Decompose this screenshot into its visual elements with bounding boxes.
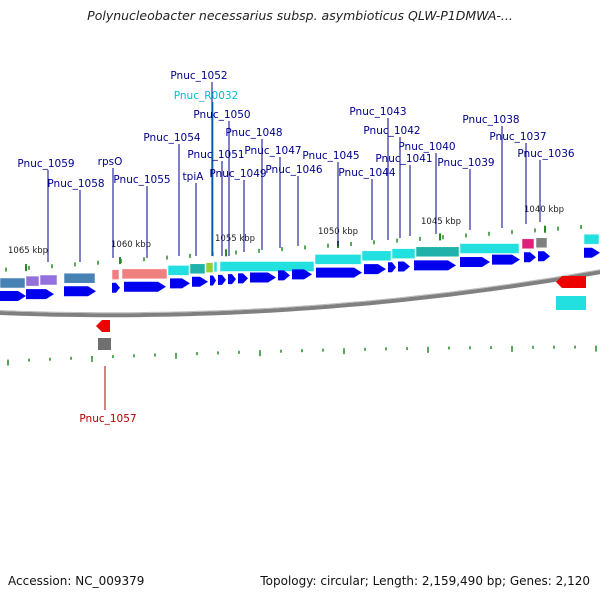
cog-bar	[111, 269, 120, 280]
forward-gene-arrow	[524, 252, 536, 263]
forward-gene-arrow	[112, 282, 120, 293]
reverse-cog-bar	[556, 296, 586, 310]
forward-gene-arrow	[292, 269, 312, 280]
forward-gene-arrow	[388, 262, 396, 273]
forward-gene-arrow	[238, 273, 248, 284]
topology-text: Topology: circular; Length: 2,159,490 bp…	[260, 574, 590, 588]
gene-label: Pnuc_1054	[143, 132, 201, 144]
forward-gene-arrow	[414, 260, 456, 271]
forward-gene-arrow	[218, 274, 226, 285]
gene-label: Pnuc_1042	[363, 125, 420, 137]
backbone-arc	[0, 270, 600, 318]
kbp-label: 1055 kbp	[215, 234, 255, 244]
reverse-cog-bar	[98, 338, 111, 350]
cog-bar	[0, 277, 26, 289]
gene-label: Pnuc_1041	[375, 153, 432, 165]
gene-label: Pnuc_1046	[265, 164, 323, 176]
cog-bar	[63, 272, 96, 284]
reverse-gene-arrow	[556, 276, 586, 288]
backbone-layer	[0, 269, 600, 318]
cog-layer	[0, 233, 600, 350]
map-title: Polynucleobacter necessarius subsp. asym…	[87, 8, 513, 23]
gene-label: Pnuc_1037	[489, 131, 546, 143]
forward-gene-arrow	[0, 291, 26, 301]
gene-label: Pnuc_R0032	[174, 90, 239, 102]
cog-bar	[391, 248, 416, 259]
gene-label: Pnuc_1051	[187, 149, 244, 161]
gene-label: rpsO	[98, 156, 123, 168]
gene-label: tpiA	[183, 171, 205, 183]
gene-label: Pnuc_1047	[244, 145, 301, 157]
forward-gene-arrow	[364, 264, 386, 275]
cog-bar	[205, 262, 214, 273]
forward-gene-arrow	[278, 270, 290, 281]
gene-label: Pnuc_1059	[17, 158, 74, 170]
gene-label: Pnuc_1043	[349, 106, 406, 118]
forward-gene-arrow	[192, 276, 208, 287]
kbp-label: 1065 kbp	[8, 246, 48, 256]
label-layer: Pnuc_1052 Pnuc_R0032 Pnuc_1050 Pnuc_1054 Pnu…	[17, 70, 575, 425]
cog-bar	[583, 233, 600, 245]
forward-gene-arrow	[170, 278, 190, 289]
gene-label: Pnuc_1036	[517, 148, 575, 160]
forward-gene-arrow	[250, 272, 276, 283]
gene-label: Pnuc_1055	[113, 174, 170, 186]
kbp-label: 1045 kbp	[421, 217, 461, 227]
backbone-highlight	[0, 269, 600, 314]
forward-gene-arrow	[460, 257, 490, 267]
gene-label: Pnuc_1039	[437, 157, 494, 169]
accession-text: Accession: NC_009379	[8, 574, 145, 588]
gene-label: Pnuc_1050	[193, 109, 250, 121]
gene-label: Pnuc_1049	[209, 168, 266, 180]
cog-bar	[314, 254, 362, 265]
forward-gene-arrow	[124, 281, 166, 292]
gene-label: Pnuc_1052	[170, 70, 227, 82]
gene-label: Pnuc_1040	[398, 141, 455, 153]
cog-bar	[535, 237, 548, 249]
forward-gene-arrow	[64, 286, 96, 297]
kbp-label: 1040 kbp	[524, 205, 564, 215]
cog-bar	[521, 238, 535, 250]
cog-bar	[459, 243, 520, 254]
cog-bar	[361, 250, 392, 262]
gene-label: Pnuc_1045	[302, 150, 359, 162]
kbp-label: 1060 kbp	[111, 240, 151, 250]
forward-gene-arrow	[492, 254, 520, 265]
forward-gene-arrow	[398, 261, 410, 272]
gene-label: Pnuc_1057	[79, 413, 136, 425]
forward-gene-arrow	[210, 275, 216, 286]
forward-gene-arrow	[584, 247, 600, 258]
cog-bar	[189, 263, 206, 275]
cog-bar	[219, 261, 315, 272]
leader-layer	[47, 82, 541, 410]
reverse-gene-arrow	[96, 320, 110, 332]
cog-bar	[213, 261, 218, 273]
cog-bar	[39, 274, 58, 286]
gene-label: Pnuc_1058	[47, 178, 104, 190]
gene-label: Pnuc_1038	[462, 114, 519, 126]
gene-label: Pnuc_1044	[338, 167, 396, 179]
forward-gene-arrow	[26, 289, 54, 300]
forward-gene-arrow	[316, 267, 362, 278]
gene-layer	[0, 247, 600, 332]
forward-gene-arrow	[228, 274, 236, 285]
cog-bar	[415, 246, 460, 258]
forward-gene-arrow	[538, 251, 550, 262]
cog-bar	[121, 268, 168, 280]
cog-bar	[167, 265, 190, 276]
gene-label: Pnuc_1048	[225, 127, 282, 139]
cog-bar	[25, 275, 40, 287]
